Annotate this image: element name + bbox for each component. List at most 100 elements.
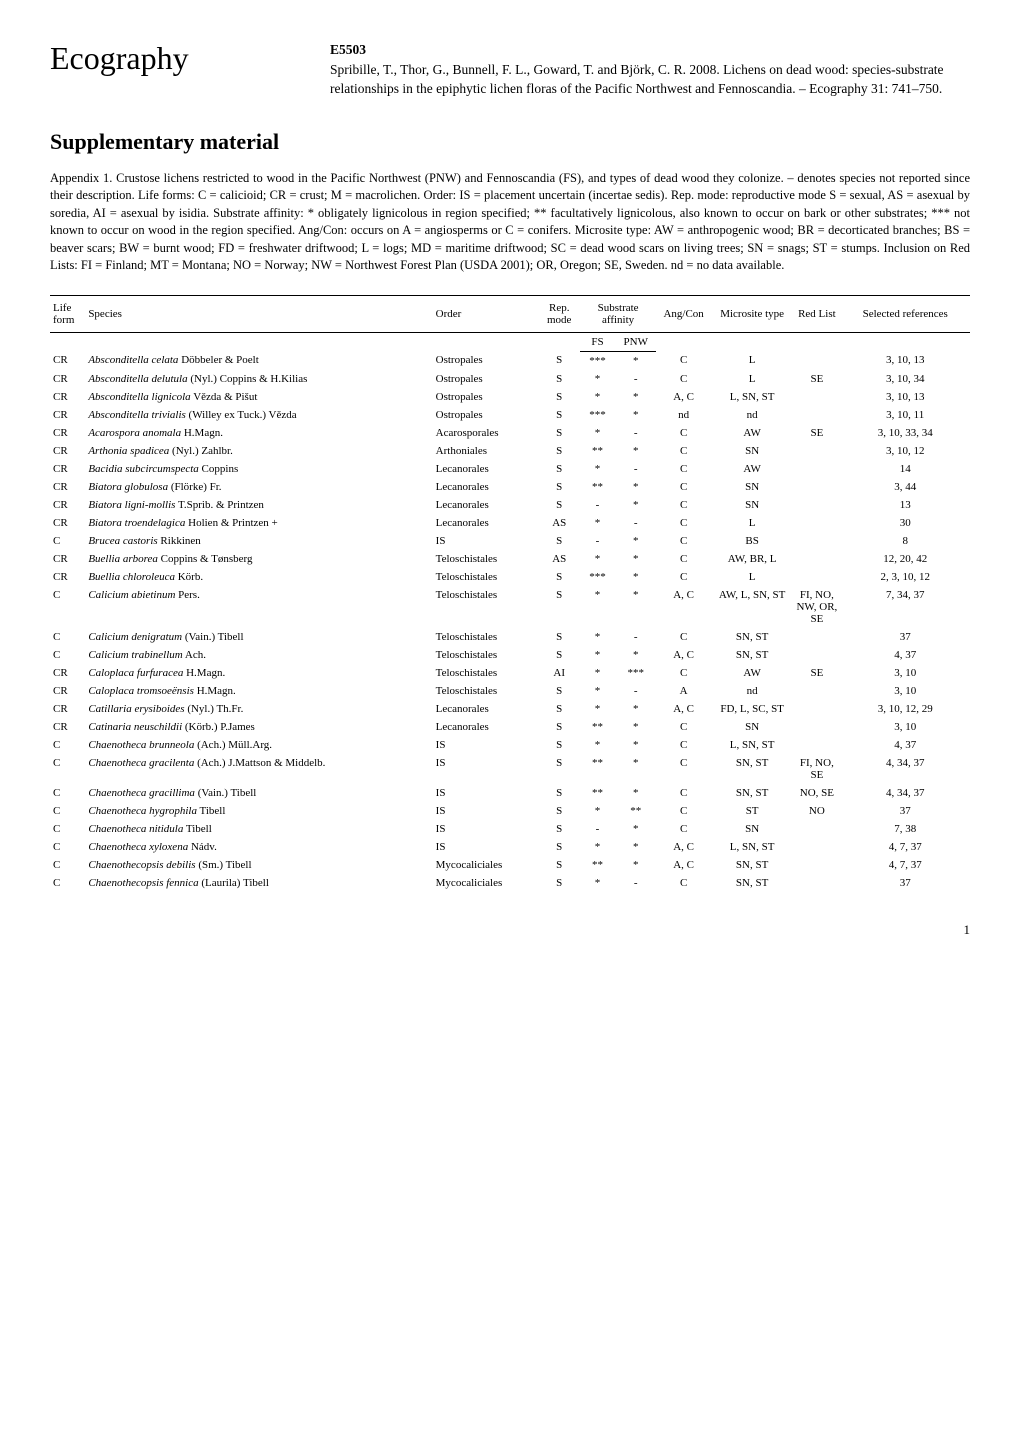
- table-row: CChaenothecopsis debilis (Sm.) TibellMyc…: [50, 856, 970, 874]
- header-rep-mode: Rep. mode: [539, 295, 580, 332]
- table-cell: -: [615, 460, 656, 478]
- table-cell: [793, 820, 840, 838]
- table-cell: S: [539, 718, 580, 736]
- table-cell: *: [615, 754, 656, 784]
- table-cell: *: [580, 700, 615, 718]
- table-cell: S: [539, 856, 580, 874]
- citation-block: E5503 Spribille, T., Thor, G., Bunnell, …: [330, 40, 970, 99]
- table-cell: *: [615, 568, 656, 586]
- table-cell: C: [656, 478, 711, 496]
- table-cell: *: [580, 370, 615, 388]
- table-cell: -: [615, 682, 656, 700]
- table-cell: IS: [433, 532, 539, 550]
- table-cell: [793, 568, 840, 586]
- table-cell: Bacidia subcircumspecta Coppins: [85, 460, 432, 478]
- table-cell: SN: [711, 442, 793, 460]
- table-cell: S: [539, 532, 580, 550]
- table-cell: [793, 532, 840, 550]
- table-cell: Teloschistales: [433, 646, 539, 664]
- table-cell: S: [539, 442, 580, 460]
- table-cell: SN, ST: [711, 754, 793, 784]
- table-cell: [793, 550, 840, 568]
- table-cell: AW: [711, 460, 793, 478]
- table-cell: 3, 10: [840, 718, 970, 736]
- table-cell: C: [656, 514, 711, 532]
- table-cell: *: [580, 514, 615, 532]
- table-cell: A, C: [656, 700, 711, 718]
- table-cell: 3, 10, 13: [840, 351, 970, 370]
- table-cell: *: [615, 820, 656, 838]
- table-cell: C: [50, 736, 85, 754]
- table-cell: Chaenothecopsis debilis (Sm.) Tibell: [85, 856, 432, 874]
- table-cell: 3, 10, 13: [840, 388, 970, 406]
- table-cell: 8: [840, 532, 970, 550]
- table-cell: Teloschistales: [433, 568, 539, 586]
- table-cell: 2, 3, 10, 12: [840, 568, 970, 586]
- table-cell: S: [539, 568, 580, 586]
- table-cell: *: [580, 424, 615, 442]
- lichen-table: Life form Species Order Rep. mode Substr…: [50, 295, 970, 892]
- table-cell: FI, NO, SE: [793, 754, 840, 784]
- table-cell: AW, L, SN, ST: [711, 586, 793, 628]
- table-cell: C: [656, 460, 711, 478]
- table-cell: C: [50, 874, 85, 892]
- table-cell: 3, 10, 34: [840, 370, 970, 388]
- table-cell: A: [656, 682, 711, 700]
- table-cell: C: [656, 754, 711, 784]
- table-cell: CR: [50, 514, 85, 532]
- table-cell: Absconditella delutula (Nyl.) Coppins & …: [85, 370, 432, 388]
- table-cell: CR: [50, 682, 85, 700]
- table-cell: C: [50, 784, 85, 802]
- table-cell: Catinaria neuschildii (Körb.) P.James: [85, 718, 432, 736]
- table-cell: *: [615, 496, 656, 514]
- table-cell: Acarosporales: [433, 424, 539, 442]
- table-cell: Chaenotheca xyloxena Nádv.: [85, 838, 432, 856]
- table-cell: 4, 7, 37: [840, 856, 970, 874]
- table-cell: C: [656, 351, 711, 370]
- table-cell: *: [615, 646, 656, 664]
- table-cell: C: [656, 664, 711, 682]
- table-cell: AI: [539, 664, 580, 682]
- table-cell: S: [539, 388, 580, 406]
- table-row: CCalicium trabinellum Ach.Teloschistales…: [50, 646, 970, 664]
- table-cell: S: [539, 838, 580, 856]
- page-number: 1: [50, 922, 970, 938]
- table-cell: CR: [50, 568, 85, 586]
- table-cell: **: [580, 784, 615, 802]
- table-cell: Mycocaliciales: [433, 874, 539, 892]
- table-cell: C: [656, 496, 711, 514]
- table-cell: IS: [433, 784, 539, 802]
- table-cell: -: [615, 370, 656, 388]
- table-row: CChaenotheca xyloxena Nádv.ISS**A, CL, S…: [50, 838, 970, 856]
- table-cell: CR: [50, 718, 85, 736]
- table-cell: S: [539, 496, 580, 514]
- table-cell: [793, 442, 840, 460]
- table-cell: [793, 351, 840, 370]
- header-substrate: Substrate affinity: [580, 295, 657, 332]
- table-cell: AW, BR, L: [711, 550, 793, 568]
- table-row: CChaenothecopsis fennica (Laurila) Tibel…: [50, 874, 970, 892]
- table-cell: C: [50, 838, 85, 856]
- table-cell: SN: [711, 718, 793, 736]
- table-cell: *: [580, 682, 615, 700]
- table-cell: IS: [433, 820, 539, 838]
- citation-code: E5503: [330, 42, 366, 57]
- table-cell: CR: [50, 496, 85, 514]
- table-cell: [793, 478, 840, 496]
- table-cell: C: [656, 532, 711, 550]
- table-cell: 37: [840, 628, 970, 646]
- table-cell: NO, SE: [793, 784, 840, 802]
- table-cell: Arthonia spadicea (Nyl.) Zahlbr.: [85, 442, 432, 460]
- table-cell: nd: [711, 406, 793, 424]
- table-cell: S: [539, 700, 580, 718]
- table-cell: C: [50, 820, 85, 838]
- table-cell: FD, L, SC, ST: [711, 700, 793, 718]
- supplementary-title: Supplementary material: [50, 129, 970, 155]
- table-row: CCalicium abietinum Pers.TeloschistalesS…: [50, 586, 970, 628]
- table-cell: C: [50, 532, 85, 550]
- table-cell: 4, 37: [840, 736, 970, 754]
- table-cell: C: [50, 628, 85, 646]
- table-cell: [793, 682, 840, 700]
- table-cell: Calicium abietinum Pers.: [85, 586, 432, 628]
- table-cell: Absconditella lignicola Vězda & Pišut: [85, 388, 432, 406]
